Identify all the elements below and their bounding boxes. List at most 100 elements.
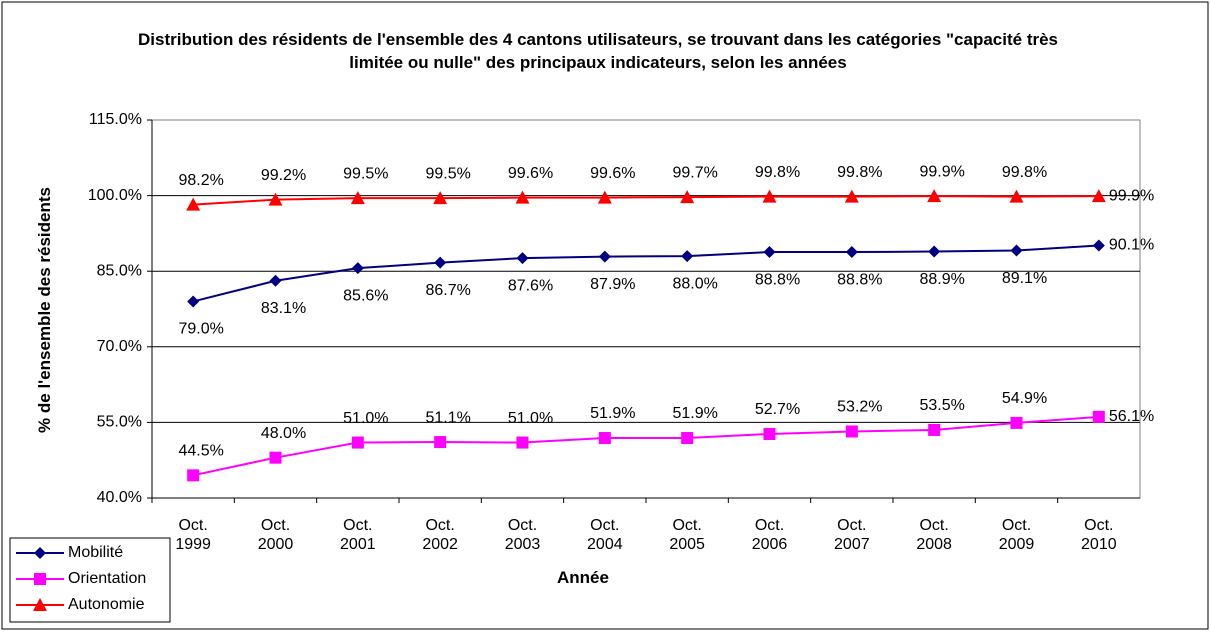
- x-tick-label: Oct. 2005: [669, 517, 705, 553]
- data-label: 99.5%: [425, 165, 470, 182]
- marker: [598, 432, 611, 445]
- data-label: 48.0%: [261, 425, 306, 442]
- marker: [928, 245, 941, 258]
- marker: [598, 250, 611, 263]
- data-label: 51.9%: [590, 405, 635, 422]
- marker: [597, 190, 612, 204]
- data-label: 79.0%: [178, 321, 223, 338]
- marker: [681, 250, 694, 263]
- data-label: 99.2%: [261, 167, 306, 184]
- plot-area: [151, 119, 1141, 499]
- marker: [1010, 416, 1023, 429]
- data-label: 87.6%: [508, 277, 553, 294]
- data-label: 86.7%: [425, 282, 470, 299]
- y-tick-label: 55.0%: [97, 414, 142, 431]
- data-label: 54.9%: [1002, 390, 1047, 407]
- marker: [269, 451, 282, 464]
- data-label: 88.8%: [755, 271, 800, 288]
- x-tick-label: Oct. 2000: [257, 517, 294, 553]
- x-tick-label: Oct. 1999: [175, 517, 211, 553]
- legend-label: Orientation: [68, 570, 146, 587]
- y-tick-label: 100.0%: [88, 187, 142, 204]
- data-label: 99.9%: [1109, 187, 1154, 204]
- data-label: 99.7%: [672, 164, 717, 181]
- marker: [351, 262, 364, 275]
- marker: [516, 252, 529, 265]
- marker: [762, 189, 777, 203]
- marker: [845, 246, 858, 259]
- data-label: 88.9%: [919, 271, 964, 288]
- data-label: 53.5%: [919, 397, 964, 414]
- data-label: 90.1%: [1109, 237, 1154, 254]
- data-label: 99.6%: [508, 165, 553, 182]
- data-label: 53.2%: [837, 399, 882, 416]
- marker: [351, 436, 364, 449]
- marker: [350, 191, 365, 205]
- data-label: 99.5%: [343, 165, 388, 182]
- x-tick-label: Oct. 2001: [340, 517, 376, 553]
- marker: [1092, 239, 1105, 252]
- marker: [928, 423, 941, 436]
- marker: [1092, 410, 1105, 423]
- data-label: 83.1%: [261, 300, 306, 317]
- series-line: [192, 244, 1099, 303]
- data-label: 99.8%: [755, 164, 800, 181]
- data-label: 56.1%: [1109, 408, 1154, 425]
- marker: [33, 598, 47, 611]
- marker: [1091, 189, 1106, 203]
- y-tick-label: 85.0%: [97, 262, 142, 279]
- data-label: 87.9%: [590, 276, 635, 293]
- x-tick-label: Oct. 2008: [916, 517, 952, 553]
- series-line: [193, 195, 1099, 206]
- marker: [34, 547, 46, 559]
- x-tick-label: Oct. 2009: [998, 517, 1035, 553]
- data-label: 51.0%: [343, 410, 388, 427]
- x-tick-label: Oct. 2010: [1081, 517, 1117, 553]
- y-axis-title: % de l'ensemble des résidents: [35, 187, 54, 433]
- y-tick-label: 40.0%: [97, 489, 142, 506]
- marker: [763, 427, 776, 440]
- data-label: 52.7%: [755, 401, 800, 418]
- y-tick-label: 70.0%: [97, 338, 142, 355]
- data-label: 51.1%: [425, 409, 470, 426]
- data-label: 51.0%: [508, 410, 553, 427]
- marker: [844, 189, 859, 203]
- marker: [845, 425, 858, 438]
- data-label: 88.0%: [672, 275, 717, 292]
- x-axis-title: Année: [557, 568, 609, 587]
- marker: [268, 192, 283, 206]
- legend-label: Autonomie: [68, 596, 145, 613]
- marker: [187, 469, 200, 482]
- data-label: 88.8%: [837, 271, 882, 288]
- marker: [1010, 244, 1023, 257]
- marker: [187, 295, 200, 308]
- marker: [269, 274, 282, 287]
- data-label: 44.5%: [178, 443, 223, 460]
- legend-label: Mobilité: [68, 544, 123, 561]
- marker: [515, 190, 530, 204]
- y-tick-label: 115.0%: [89, 111, 142, 128]
- marker: [434, 256, 447, 269]
- marker: [186, 197, 201, 211]
- marker: [763, 246, 776, 259]
- data-label: 99.8%: [1002, 164, 1047, 181]
- marker: [681, 432, 694, 445]
- series-line: [192, 415, 1099, 477]
- marker: [927, 189, 942, 203]
- marker: [680, 190, 695, 204]
- data-label: 99.9%: [919, 163, 964, 180]
- data-label: 89.1%: [1002, 270, 1047, 287]
- x-tick-label: Oct. 2006: [751, 517, 788, 553]
- data-label: 99.8%: [837, 164, 882, 181]
- data-label: 51.9%: [672, 405, 717, 422]
- x-tick-label: Oct. 2002: [422, 517, 458, 553]
- marker: [433, 191, 448, 205]
- x-tick-label: Oct. 2003: [504, 517, 541, 553]
- marker: [434, 436, 447, 449]
- data-label: 98.2%: [178, 172, 223, 189]
- data-label: 99.6%: [590, 165, 635, 182]
- x-tick-label: Oct. 2004: [587, 517, 623, 553]
